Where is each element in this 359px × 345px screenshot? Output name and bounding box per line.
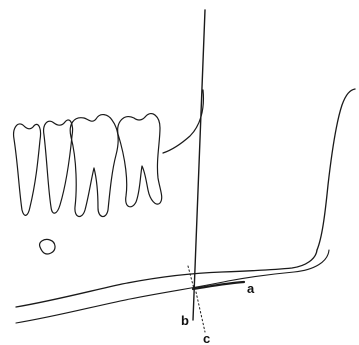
dotted-line-lower <box>195 291 206 333</box>
premolar-2 <box>43 119 74 214</box>
vertical-reference-line <box>192 9 206 321</box>
molar-1 <box>69 114 119 218</box>
ramus-posterior-border <box>316 88 356 251</box>
inferior-border-inner <box>15 249 330 324</box>
mental-foramen <box>39 238 56 255</box>
dotted-line-upper <box>187 265 195 290</box>
premolar-1 <box>13 123 42 216</box>
label-b: b <box>181 313 189 328</box>
inferior-border-outer <box>15 249 318 308</box>
molar-2 <box>117 113 163 208</box>
label-a: a <box>247 281 255 296</box>
ramus-anterior-border <box>162 89 205 154</box>
label-c: c <box>203 331 210 345</box>
line-a-b <box>191 280 246 291</box>
